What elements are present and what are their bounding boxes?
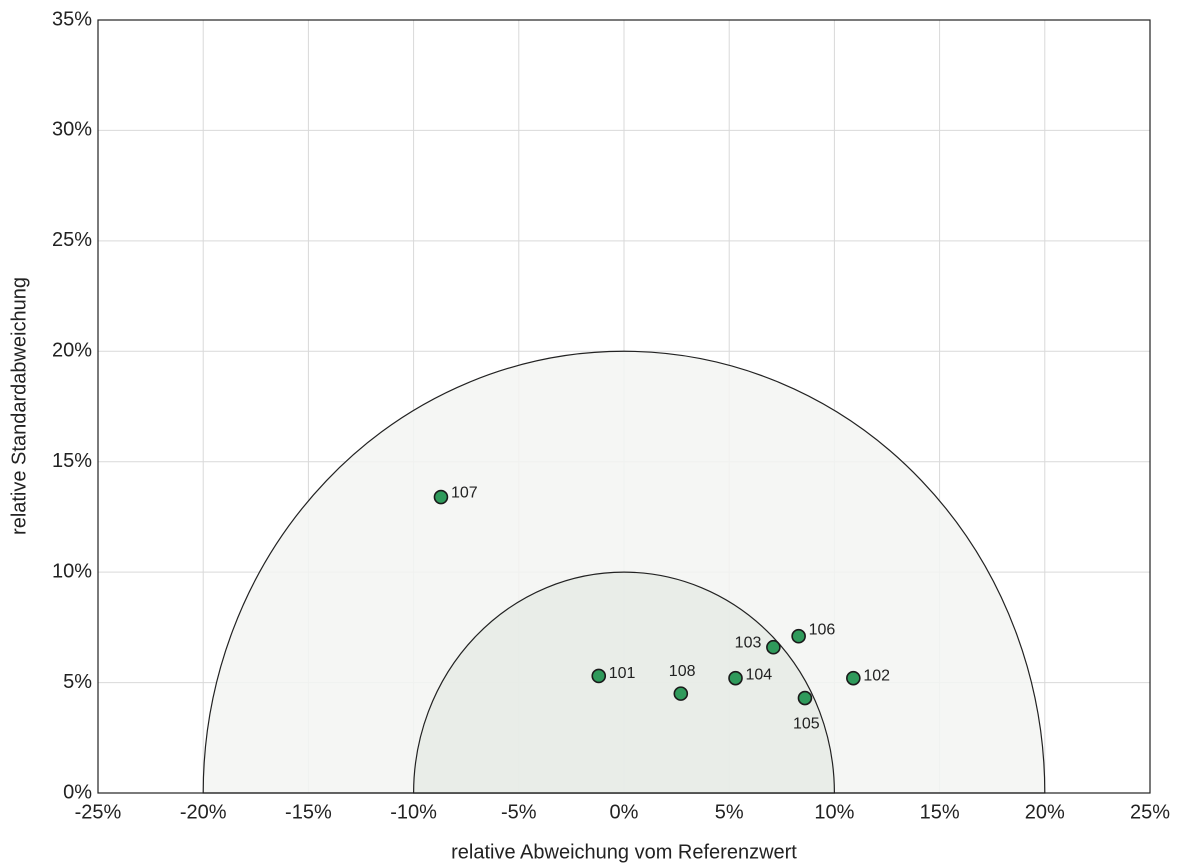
data-point: [673, 686, 689, 701]
x-tick-label: 0%: [610, 801, 639, 823]
x-tick-label: 20%: [1025, 801, 1065, 823]
y-tick-label: 10%: [52, 560, 92, 582]
plot-frame: [97, 19, 1151, 794]
x-tick-label: 25%: [1130, 801, 1170, 823]
x-tick-label: 5%: [715, 801, 744, 823]
point-label: 102: [863, 667, 890, 684]
x-tick-label: 10%: [814, 801, 854, 823]
point-label: 105: [793, 715, 820, 732]
y-tick-label: 35%: [52, 8, 92, 30]
x-axis-label: relative Abweichung vom Referenzwert: [451, 841, 797, 863]
x-tick-label: -20%: [180, 801, 227, 823]
data-point: [433, 489, 449, 505]
point-label: 106: [809, 621, 836, 638]
data-point: [846, 670, 861, 686]
x-tick-label: -5%: [501, 801, 537, 823]
y-tick-label: 5%: [63, 671, 92, 693]
data-point: [766, 639, 781, 655]
y-axis-label: relative Standardabweichung: [8, 277, 30, 535]
x-tick-label: -15%: [285, 801, 332, 823]
point-label: 108: [669, 663, 696, 680]
x-tick-label: -10%: [390, 801, 437, 823]
data-point: [797, 690, 813, 706]
y-tick-label: 25%: [52, 229, 92, 251]
tolerance-region: [412, 571, 836, 794]
data-point: [591, 668, 607, 684]
y-tick-label: 0%: [63, 781, 92, 803]
data-point: [728, 670, 743, 686]
y-tick-label: 30%: [52, 119, 92, 141]
x-tick-label: 15%: [920, 801, 960, 823]
point-label: 101: [609, 665, 636, 682]
x-tick-label: -25%: [75, 801, 122, 823]
point-label: 107: [451, 484, 478, 501]
y-tick-label: 20%: [52, 340, 92, 362]
point-label: 104: [746, 666, 773, 683]
y-tick-label: 15%: [52, 450, 92, 472]
data-point: [791, 628, 806, 644]
point-label: 103: [735, 634, 762, 651]
